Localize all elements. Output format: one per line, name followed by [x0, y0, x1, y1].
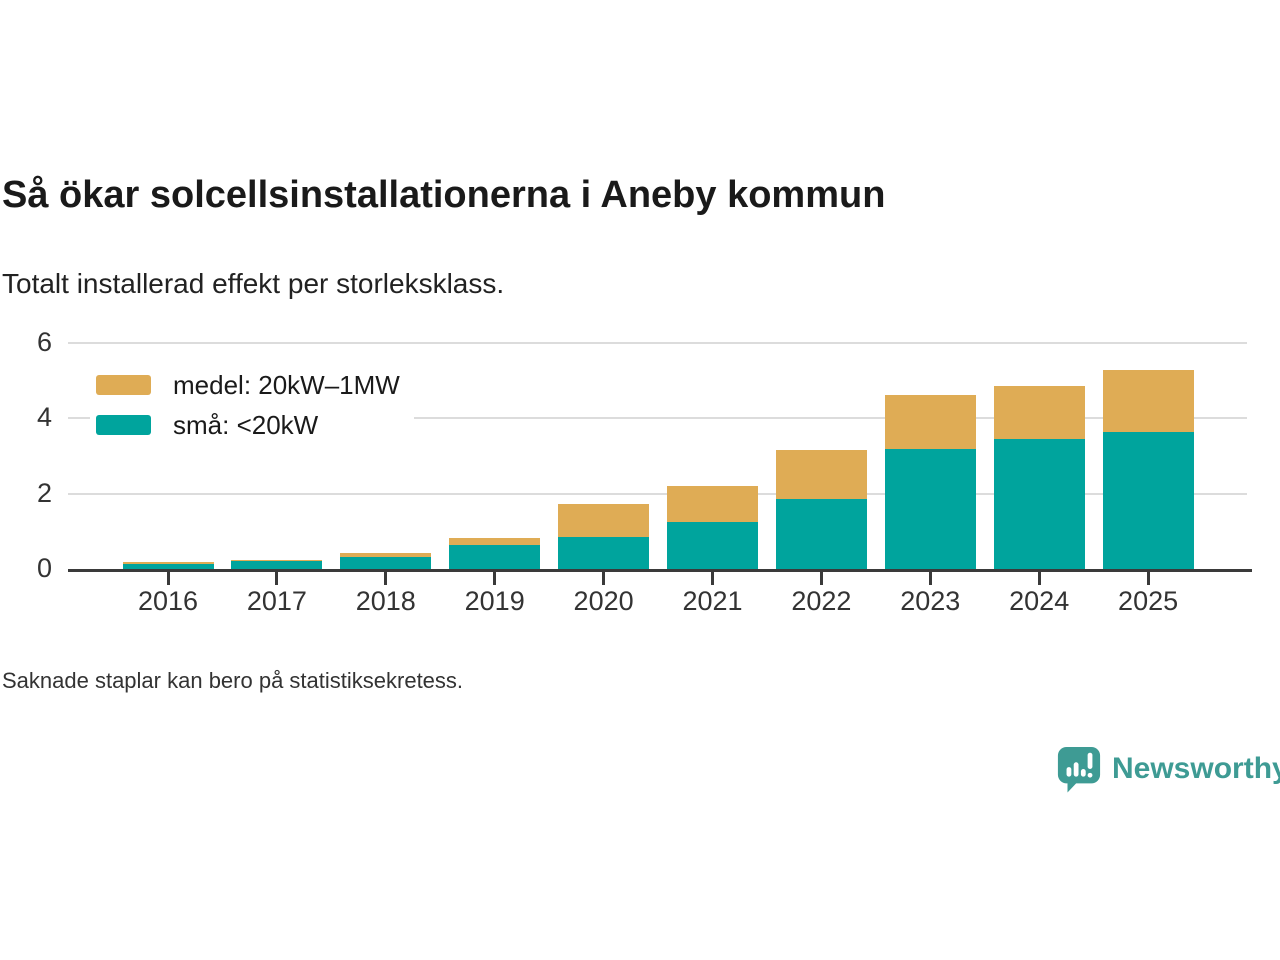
bar-2017-medel — [231, 559, 323, 562]
legend-swatch — [96, 415, 151, 435]
bar-2018-sma — [340, 556, 432, 569]
chart-title: Så ökar solcellsinstallationerna i Aneby… — [2, 174, 886, 216]
bar-2023-sma — [884, 449, 976, 569]
x-axis-tick — [602, 572, 606, 585]
bar-2024-medel — [993, 385, 1085, 440]
x-axis-tick — [711, 572, 714, 585]
bar-2021-medel — [667, 485, 758, 522]
bar-2023-medel — [884, 394, 976, 450]
bar-2024-sma — [993, 439, 1085, 569]
x-axis-tick-label: 2025 — [1118, 586, 1179, 616]
x-axis-tick — [819, 572, 823, 585]
bar-2020-sma — [558, 536, 650, 569]
brand: Newsworthy — [1056, 745, 1280, 793]
x-axis-tick-label: 2023 — [900, 586, 961, 616]
bar-2022-medel — [775, 449, 867, 500]
bar-2025-medel — [1102, 370, 1194, 432]
x-axis-tick — [493, 572, 497, 585]
x-axis-tick-label: 2022 — [791, 586, 852, 616]
bar-2021-sma — [667, 521, 758, 569]
footnote: Saknade staplar kan bero på statistiksek… — [2, 668, 464, 693]
x-axis-tick — [275, 572, 279, 585]
x-axis-tick-label: 2024 — [1009, 586, 1070, 616]
y-axis-tick-label: 2 — [36, 477, 52, 508]
bar-2025-sma — [1102, 431, 1194, 569]
legend-label: medel: 20kW–1MW — [173, 369, 400, 400]
gridline-y4 — [68, 417, 1247, 420]
x-axis-tick-label: 2017 — [246, 586, 307, 616]
newsworthy-logo-icon — [1057, 746, 1101, 793]
bar-2017-sma — [231, 561, 323, 569]
x-axis-line — [68, 569, 1252, 572]
x-axis-tick-label: 2018 — [355, 586, 416, 616]
legend-swatch — [96, 375, 151, 395]
chart-legend: medel: 20kW–1MW små: <20kW — [90, 362, 414, 456]
x-axis-tick-label: 2019 — [464, 586, 525, 616]
legend-item: medel: 20kW–1MW — [96, 368, 400, 402]
legend-label: små: <20kW — [173, 409, 319, 440]
x-axis-tick — [166, 572, 170, 585]
bar-2019-sma — [449, 545, 541, 569]
x-axis-tick — [1146, 572, 1150, 585]
y-axis-tick-label: 0 — [36, 553, 52, 583]
x-axis-tick-label: 2020 — [573, 586, 634, 616]
gridline-y2 — [68, 492, 1247, 495]
chart-subtitle: Totalt installerad effekt per storlekskl… — [2, 268, 505, 299]
legend-item: små: <20kW — [96, 408, 400, 442]
gridline-y6 — [68, 342, 1247, 344]
x-axis-tick — [384, 572, 388, 585]
x-axis-tick-label: 2021 — [682, 586, 743, 616]
bar-2018-medel — [340, 553, 432, 557]
bar-2016-medel — [122, 561, 214, 565]
y-axis-tick-label: 4 — [36, 402, 52, 433]
bar-2016-sma — [122, 564, 214, 569]
brand-name: Newsworthy — [1112, 752, 1280, 785]
x-axis-tick-label: 2016 — [137, 586, 199, 616]
x-axis-tick — [1037, 572, 1041, 585]
y-axis-tick-label: 6 — [36, 327, 52, 357]
bar-2020-medel — [558, 504, 650, 537]
x-axis-tick — [928, 572, 932, 585]
bar-2019-medel — [449, 538, 541, 546]
bar-2022-sma — [775, 499, 867, 569]
